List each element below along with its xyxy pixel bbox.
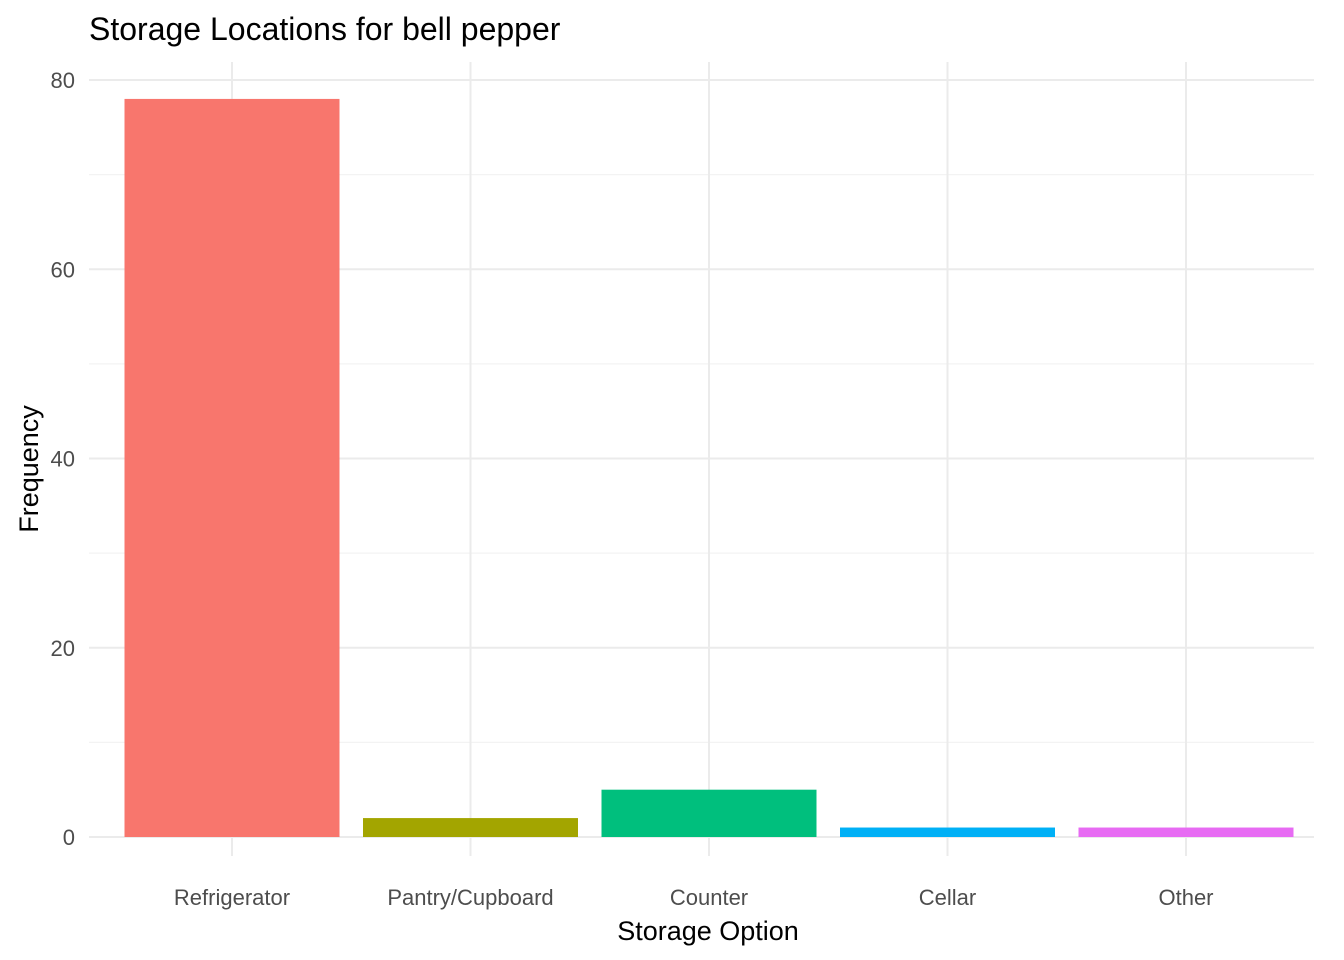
y-tick-label: 40 (51, 447, 75, 472)
x-tick-label: Other (1158, 885, 1213, 910)
y-axis-ticks: 0 20 40 60 80 (51, 68, 75, 850)
x-axis-title: Storage Option (617, 916, 799, 946)
bar-cellar (840, 827, 1055, 837)
bar-other (1078, 827, 1294, 837)
y-axis-title: Frequency (14, 405, 44, 533)
x-tick-label: Pantry/Cupboard (387, 885, 553, 910)
x-tick-label: Counter (670, 885, 748, 910)
y-tick-label: 80 (51, 68, 75, 93)
x-axis-ticks: Refrigerator Pantry/Cupboard Counter Cellar… (174, 885, 1214, 910)
y-tick-label: 0 (63, 825, 75, 850)
chart-title: Storage Locations for bell pepper (89, 11, 561, 47)
x-tick-label: Refrigerator (174, 885, 290, 910)
bars (124, 98, 1294, 838)
y-tick-label: 60 (51, 257, 75, 282)
y-tick-label: 20 (51, 636, 75, 661)
x-tick-label: Cellar (919, 885, 976, 910)
bar-pantry-cupboard (363, 818, 578, 837)
bar-counter (601, 789, 817, 837)
bar-refrigerator (124, 98, 340, 838)
